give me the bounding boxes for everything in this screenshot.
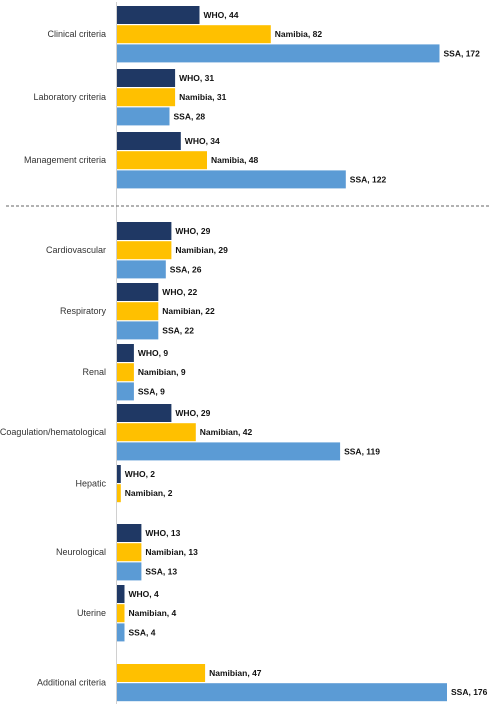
data-label: Namibia, 31 (179, 92, 227, 102)
bar-ssa (117, 623, 125, 642)
data-label: WHO, 4 (129, 589, 159, 599)
category-label: Renal (82, 367, 106, 377)
data-label: Namibian, 2 (125, 488, 173, 498)
bar-who (117, 404, 172, 422)
category-label: Laboratory criteria (33, 92, 106, 102)
data-label: WHO, 34 (185, 136, 220, 146)
bar-ssa (117, 260, 166, 279)
bar-ssa (117, 562, 142, 581)
bar-ssa (117, 683, 447, 702)
category-label: Neurological (56, 547, 106, 557)
data-label: WHO, 13 (145, 528, 180, 538)
data-label: SSA, 176 (451, 687, 488, 697)
data-label: SSA, 13 (145, 566, 177, 576)
bar-namibia (117, 25, 271, 44)
data-label: WHO, 22 (162, 287, 197, 297)
bar-namibia (117, 604, 125, 623)
data-label: SSA, 119 (344, 446, 380, 456)
category-label: Additional criteria (37, 678, 106, 688)
data-label: SSA, 9 (138, 386, 165, 396)
bar-ssa (117, 170, 346, 189)
data-label: WHO, 29 (175, 226, 210, 236)
data-label: Namibian, 13 (145, 547, 198, 557)
data-label: WHO, 2 (125, 469, 155, 479)
data-label: SSA, 28 (174, 111, 206, 121)
data-label: Namibian, 47 (209, 668, 262, 678)
bar-who (117, 344, 134, 362)
data-label: Namibian, 29 (175, 245, 228, 255)
data-label: SSA, 22 (162, 325, 194, 335)
data-label: WHO, 9 (138, 348, 168, 358)
bar-who (117, 69, 176, 87)
data-label: WHO, 31 (179, 73, 214, 83)
bar-namibia (117, 151, 207, 170)
bar-ssa (117, 382, 134, 401)
bar-ssa (117, 107, 170, 126)
bar-namibia (117, 664, 206, 682)
category-label: Cardiovascular (46, 245, 106, 255)
bar-namibia (117, 88, 176, 107)
bar-who (117, 585, 125, 603)
category-label: Management criteria (24, 155, 106, 165)
category-label: Coagulation/hematological (0, 427, 106, 437)
data-label: Namibian, 4 (129, 608, 177, 618)
data-label: Namibia, 48 (211, 155, 259, 165)
bar-ssa (117, 44, 440, 63)
bar-who (117, 6, 200, 24)
data-label: SSA, 122 (350, 174, 387, 184)
data-label: Namibian, 9 (138, 367, 186, 377)
bar-namibia (117, 484, 121, 503)
bar-namibia (117, 302, 159, 321)
data-label: SSA, 4 (129, 627, 156, 637)
data-label: SSA, 172 (444, 48, 481, 58)
data-label: WHO, 29 (175, 408, 210, 418)
data-label: Namibia, 82 (275, 29, 323, 39)
data-label: Namibian, 42 (200, 427, 253, 437)
bar-ssa (117, 321, 159, 340)
bar-who (117, 283, 159, 301)
category-label: Uterine (77, 608, 106, 618)
bar-namibia (117, 363, 134, 382)
bar-who (117, 524, 142, 542)
bar-who (117, 465, 121, 483)
data-label: Namibian, 22 (162, 306, 215, 316)
data-label: SSA, 26 (170, 264, 202, 274)
category-label: Hepatic (75, 479, 106, 489)
bar-namibia (117, 543, 142, 562)
category-label: Respiratory (60, 306, 107, 316)
category-label: Clinical criteria (47, 29, 106, 39)
bar-ssa (117, 442, 341, 461)
data-label: WHO, 44 (204, 10, 239, 20)
bar-who (117, 132, 181, 150)
bar-namibia (117, 423, 196, 442)
bar-who (117, 222, 172, 240)
bar-namibia (117, 241, 172, 260)
